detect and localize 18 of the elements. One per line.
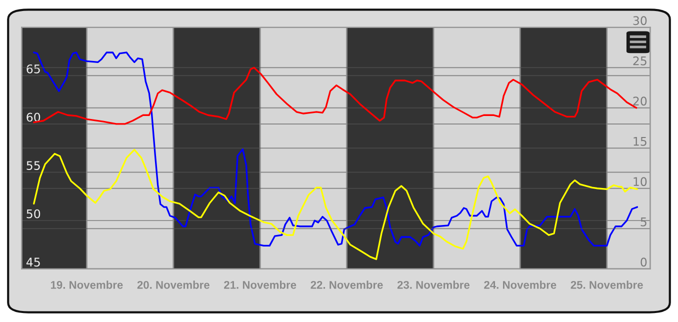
x-tick-label: 23. Novembre — [397, 280, 470, 289]
y2-tick-label: 15 — [634, 137, 646, 146]
y-tick-label: 60 — [26, 112, 40, 122]
y2-tick-label: 30 — [633, 16, 647, 26]
y-tick-label: 55 — [26, 161, 40, 170]
y2-tick-label: 20 — [633, 96, 647, 106]
y2-tick-label: 0 — [640, 258, 647, 267]
y-tick-label: 65 — [26, 64, 40, 74]
y-tick-label: 45 — [26, 258, 40, 267]
y2-tick-label: 10 — [634, 177, 647, 186]
x-tick-label: 20. Novembre — [137, 280, 210, 289]
x-tick-label: 21. Novembre — [224, 280, 296, 289]
x-tick-label: 22. Novembre — [310, 280, 383, 289]
y2-tick-label: 25 — [633, 56, 646, 66]
x-tick-label: 19. Novembre — [50, 280, 123, 289]
x-tick-label: 24. Novembre — [484, 280, 556, 289]
x-tick-label: 25. Novembre — [570, 280, 643, 289]
y-tick-label: 50 — [26, 209, 40, 218]
